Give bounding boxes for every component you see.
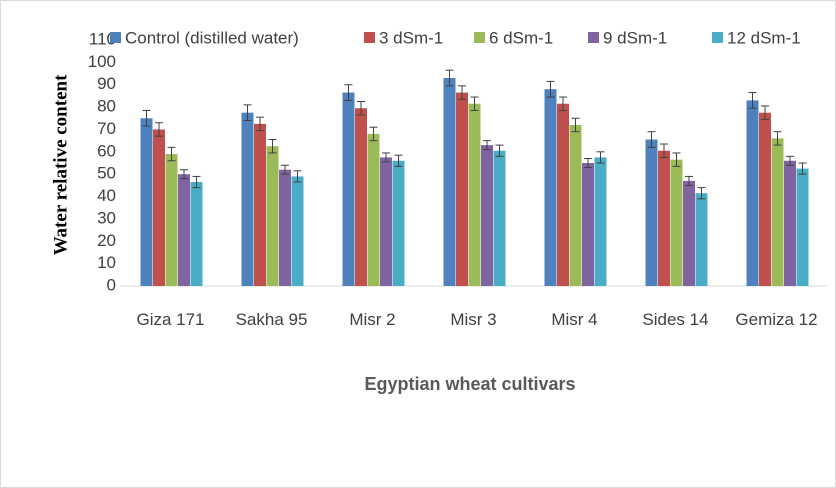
bar bbox=[582, 163, 594, 286]
bar bbox=[481, 145, 493, 286]
y-tick-label: 20 bbox=[97, 231, 116, 250]
y-tick-label: 60 bbox=[97, 141, 116, 160]
bar bbox=[165, 154, 178, 286]
legend-label: 3 dSm-1 bbox=[379, 28, 443, 47]
legend-label: 9 dSm-1 bbox=[603, 28, 667, 47]
y-axis-title: Water relative content bbox=[50, 74, 71, 255]
x-axis-title: Egyptian wheat cultivars bbox=[364, 374, 575, 394]
bar bbox=[746, 100, 759, 286]
x-tick-label: Sakha 95 bbox=[235, 310, 308, 329]
bar bbox=[544, 89, 557, 286]
y-tick-label: 30 bbox=[97, 208, 116, 227]
bar bbox=[468, 103, 481, 287]
bar bbox=[140, 118, 153, 286]
bar bbox=[796, 168, 809, 286]
bar bbox=[645, 139, 658, 286]
y-tick-label: 50 bbox=[97, 164, 116, 183]
x-tick-label: Sides 14 bbox=[642, 310, 709, 329]
bar bbox=[153, 129, 165, 286]
bar bbox=[771, 138, 784, 286]
legend-swatch bbox=[712, 32, 723, 43]
legend-label: Control (distilled water) bbox=[125, 28, 299, 47]
bar bbox=[279, 169, 291, 286]
bar bbox=[241, 112, 254, 286]
bar bbox=[784, 160, 796, 286]
bar bbox=[683, 180, 695, 286]
bar bbox=[355, 108, 367, 286]
bar bbox=[670, 159, 683, 286]
bar bbox=[569, 124, 582, 287]
legend-label: 6 dSm-1 bbox=[489, 28, 553, 47]
bar bbox=[658, 150, 670, 286]
bar bbox=[291, 176, 304, 286]
bar bbox=[759, 112, 771, 286]
bar bbox=[456, 92, 468, 287]
bar bbox=[254, 123, 266, 286]
x-tick-label: Gemiza 12 bbox=[735, 310, 818, 329]
legend-swatch bbox=[474, 32, 485, 43]
bar bbox=[342, 92, 355, 287]
bar bbox=[443, 78, 456, 286]
bar bbox=[557, 103, 569, 287]
bar bbox=[266, 146, 279, 286]
bar bbox=[367, 133, 380, 286]
bar bbox=[493, 150, 506, 286]
legend-label: 12 dSm-1 bbox=[727, 28, 801, 47]
bar bbox=[190, 182, 203, 286]
y-tick-label: 90 bbox=[97, 74, 116, 93]
bar bbox=[392, 160, 405, 286]
y-tick-label: 40 bbox=[97, 186, 116, 205]
y-tick-label: 80 bbox=[97, 97, 116, 116]
bar bbox=[178, 174, 190, 286]
x-tick-label: Giza 171 bbox=[136, 310, 205, 329]
y-tick-label: 100 bbox=[88, 52, 116, 71]
bar bbox=[594, 157, 607, 286]
x-tick-label: Misr 2 bbox=[349, 310, 396, 329]
legend-swatch bbox=[364, 32, 375, 43]
y-tick-label: 70 bbox=[97, 119, 116, 138]
y-tick-label: 110 bbox=[89, 29, 116, 48]
y-tick-label: 0 bbox=[107, 275, 116, 294]
bar bbox=[380, 157, 392, 286]
x-tick-label: Misr 3 bbox=[450, 310, 497, 329]
y-tick-label: 10 bbox=[97, 253, 116, 272]
legend-swatch bbox=[588, 32, 599, 43]
x-tick-label: Misr 4 bbox=[551, 310, 598, 329]
bar bbox=[695, 193, 708, 286]
legend-swatch bbox=[110, 32, 121, 43]
